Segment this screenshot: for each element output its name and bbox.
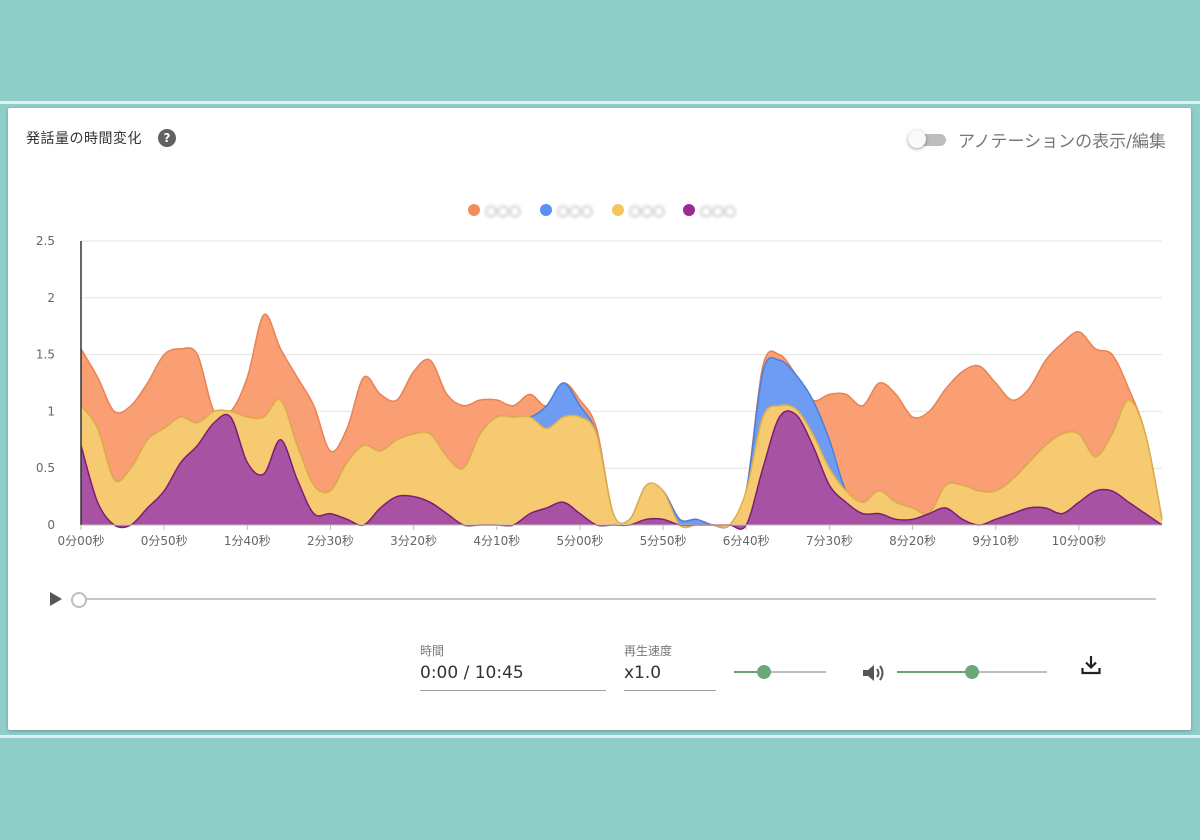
divider	[0, 101, 1200, 104]
legend-label: 〇〇〇	[485, 205, 522, 219]
x-tick-label: 5分00秒	[556, 534, 603, 548]
area-series-line-1	[80, 398, 1163, 529]
download-icon[interactable]	[1079, 653, 1103, 677]
x-tick-label: 8分20秒	[889, 534, 936, 548]
speed-display: x1.0	[624, 663, 662, 683]
annotation-toggle[interactable]	[908, 130, 948, 148]
x-tick-label: 1分40秒	[224, 534, 271, 548]
seek-knob[interactable]	[71, 592, 87, 608]
y-tick-label: 2.5	[36, 234, 55, 248]
speed-slider-fill	[734, 671, 765, 673]
legend-label: 〇〇〇	[557, 205, 594, 219]
legend-dot	[540, 204, 552, 216]
time-underline	[420, 690, 606, 691]
y-tick-label: 0.5	[36, 461, 55, 475]
legend-label: 〇〇〇	[629, 205, 666, 219]
y-tick-label: 1.5	[36, 348, 55, 362]
x-tick-label: 10分00秒	[1052, 534, 1107, 548]
toggle-knob	[908, 130, 926, 148]
legend-dot	[612, 204, 624, 216]
legend-dot	[683, 204, 695, 216]
speed-label: 再生速度	[624, 644, 673, 658]
divider	[0, 735, 1200, 738]
speed-slider-knob[interactable]	[757, 665, 772, 679]
x-tick-label: 4分10秒	[473, 534, 520, 548]
x-tick-label: 2分30秒	[307, 534, 354, 548]
x-tick-label: 6分40秒	[723, 534, 770, 548]
x-tick-label: 9分10秒	[972, 534, 1019, 548]
volume-slider-fill	[897, 671, 972, 673]
volume-icon[interactable]	[861, 663, 887, 683]
x-tick-label: 3分20秒	[390, 534, 437, 548]
y-tick-label: 1	[47, 404, 55, 418]
play-icon[interactable]	[50, 592, 62, 606]
speed-underline	[624, 690, 716, 691]
legend-dot	[468, 204, 480, 216]
chart-title: 発話量の時間変化	[26, 131, 142, 147]
volume-slider-knob[interactable]	[965, 665, 979, 679]
x-tick-label: 0分50秒	[141, 534, 188, 548]
background-top	[0, 0, 1200, 102]
seek-bar[interactable]	[78, 598, 1156, 600]
y-tick-label: 2	[47, 291, 55, 305]
x-tick-label: 7分30秒	[806, 534, 853, 548]
annotation-toggle-label: アノテーションの表示/編集	[958, 132, 1166, 152]
speed-slider[interactable]	[734, 671, 826, 673]
chart-card: 発話量の時間変化 ? アノテーションの表示/編集 〇〇〇 〇〇〇 〇〇〇 〇〇〇…	[8, 108, 1191, 730]
area-chart: 0 0.5 1 1.5 2 2.5 0分00秒 0分50秒 1分40秒 2分30秒 3分20秒 4分1…	[36, 234, 1163, 548]
background-bottom	[0, 738, 1200, 840]
legend-label: 〇〇〇	[700, 205, 737, 219]
area-series-0	[81, 410, 1162, 530]
x-tick-label: 0分00秒	[58, 534, 105, 548]
time-display: 0:00 / 10:45	[420, 663, 524, 683]
time-label: 時間	[420, 644, 445, 658]
area-series-1	[81, 399, 1162, 528]
help-circle-icon[interactable]: ?	[158, 129, 176, 147]
y-tick-label: 0	[47, 518, 55, 532]
x-tick-label: 5分50秒	[640, 534, 687, 548]
